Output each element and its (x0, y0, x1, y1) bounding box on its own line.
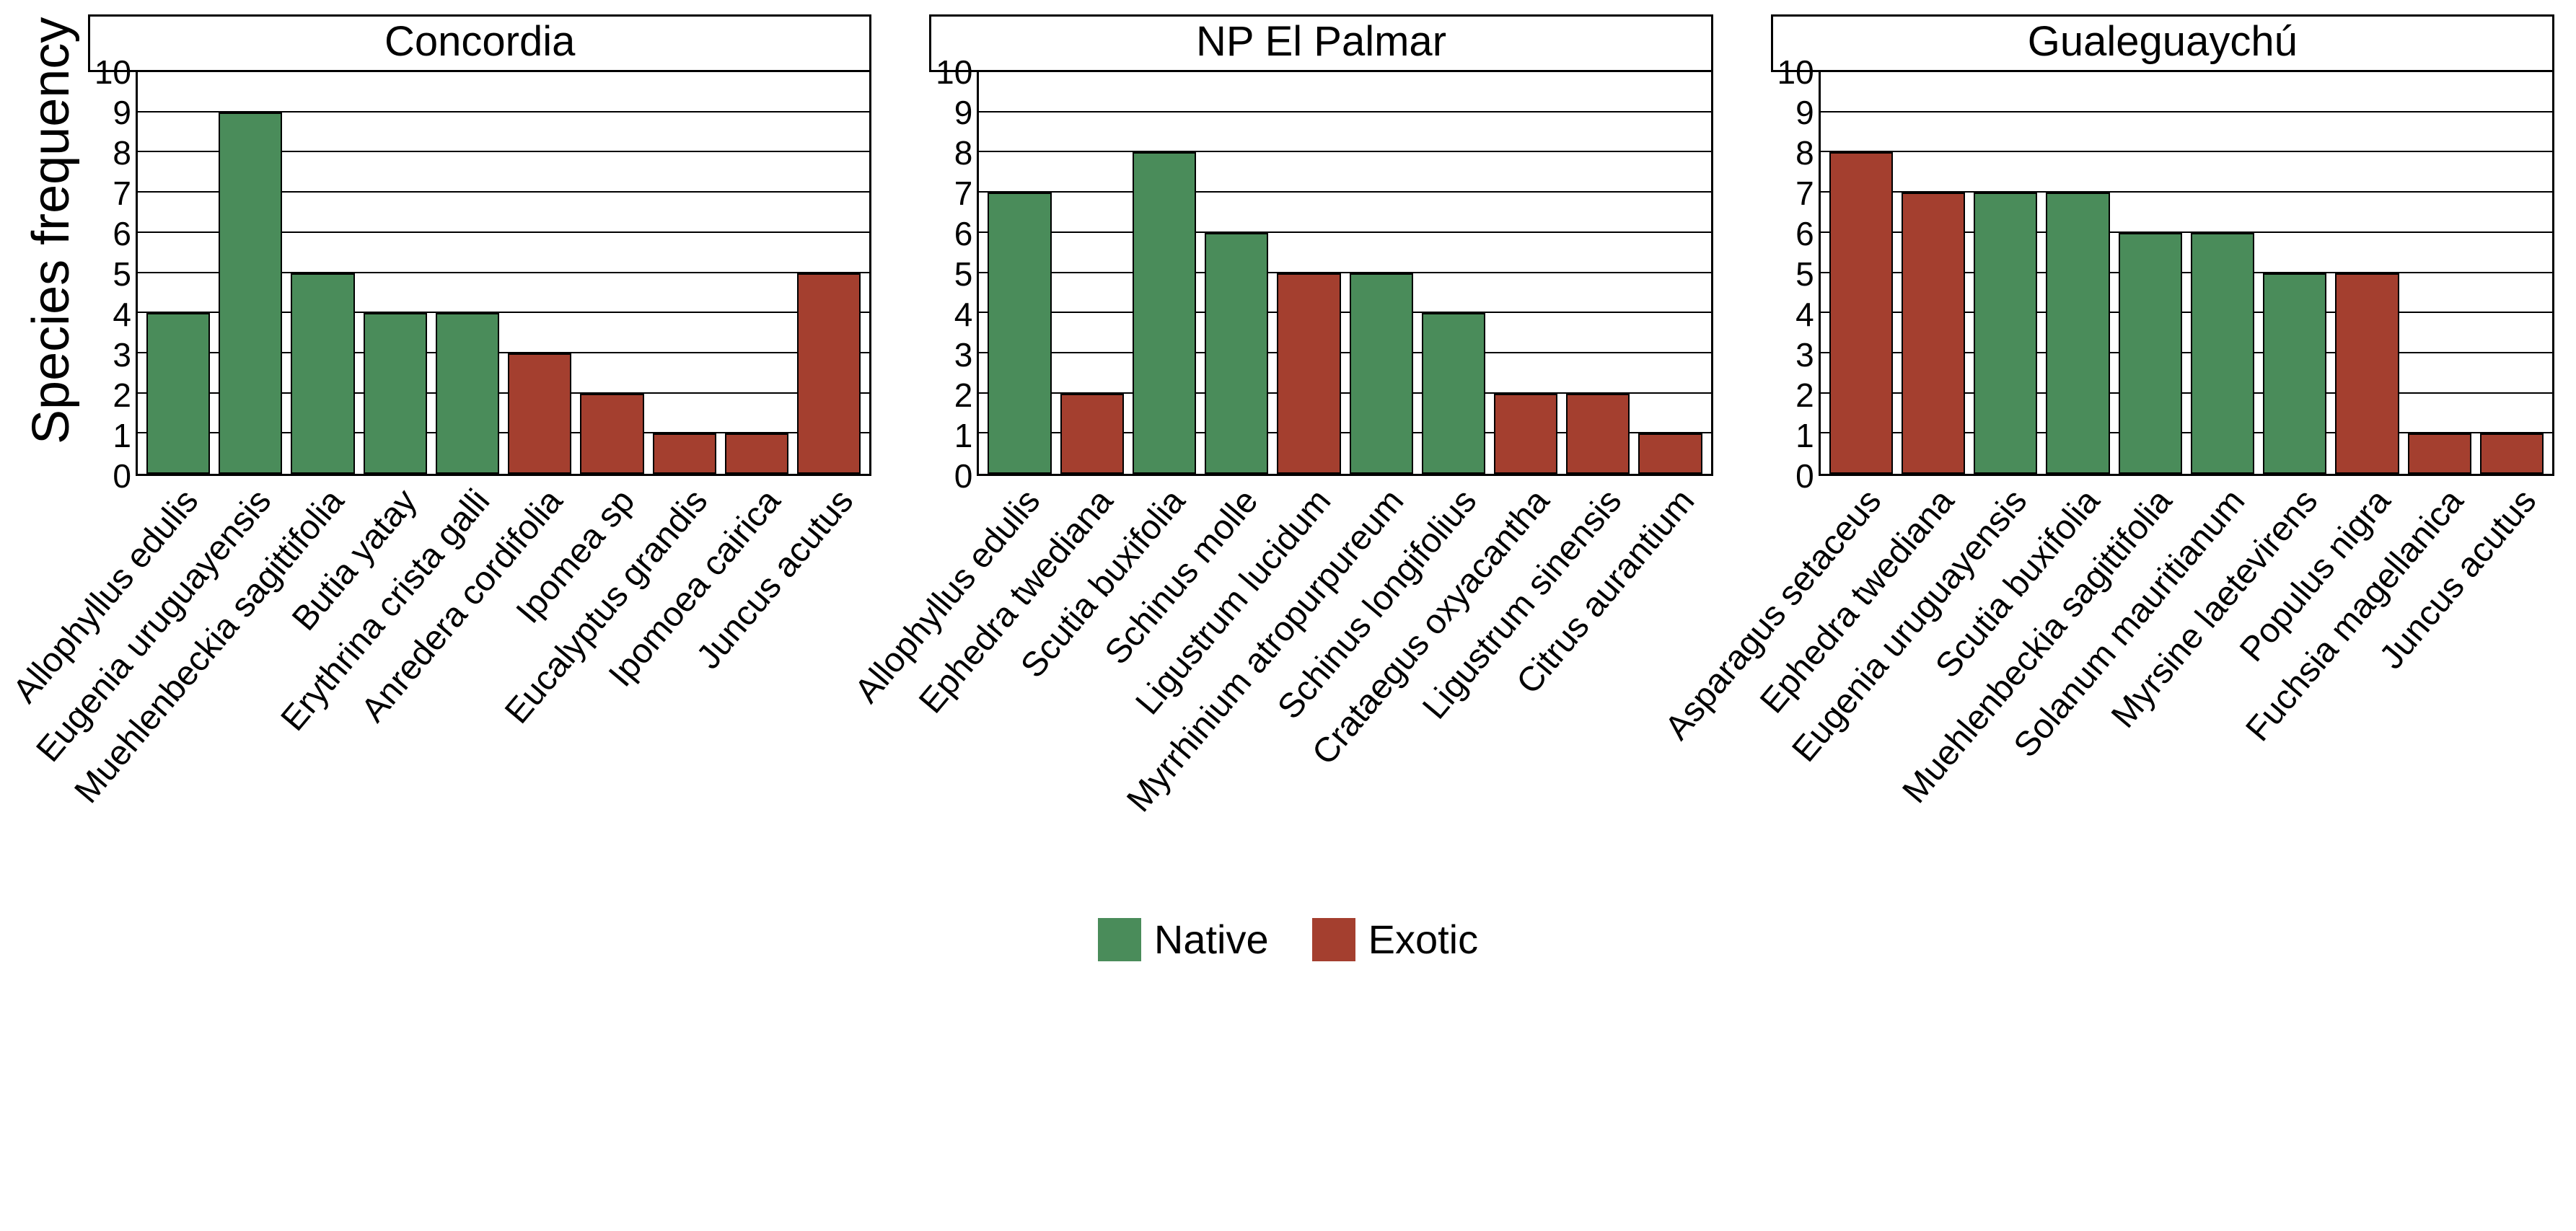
y-ticks: 012345678910 (88, 72, 131, 476)
facet-title: NP El Palmar (929, 14, 1713, 72)
legend-swatch (1312, 918, 1355, 961)
x-tick-wrap: Eugenia uruguayensis (217, 476, 281, 880)
bar (2046, 193, 2109, 474)
x-tick-wrap: Ligustrum sinensis (1568, 476, 1632, 880)
plot-outer: 012345678910 (929, 72, 1713, 476)
x-tick-wrap: Juncus acutus (2482, 476, 2546, 880)
bars-container (979, 72, 1710, 474)
y-axis-title: Species frequency (22, 14, 81, 505)
panel: Gualeguaychú012345678910Asparagus setace… (1771, 14, 2554, 880)
bar (725, 433, 788, 474)
facet-title: Concordia (88, 14, 871, 72)
bar (1205, 233, 1268, 474)
bar (219, 112, 282, 474)
x-ticks: Allophyllus edulisEphedra twedianaScutia… (977, 476, 1713, 880)
legend: Native Exotic (1098, 916, 1478, 963)
bar (291, 273, 354, 475)
bar (2335, 273, 2399, 475)
legend-label: Native (1154, 916, 1269, 963)
bar (988, 193, 1051, 474)
bar (1133, 152, 1196, 474)
bar (1060, 394, 1124, 474)
x-tick-wrap: Ephedra twediana (1058, 476, 1122, 880)
x-ticks: Allophyllus edulisEugenia uruguayensisMu… (136, 476, 871, 880)
legend-label: Exotic (1368, 916, 1479, 963)
bar (1277, 273, 1340, 475)
bar (580, 394, 643, 474)
bar (1829, 152, 1893, 474)
plot-area (1819, 72, 2554, 476)
bar (797, 273, 861, 475)
bar (436, 313, 499, 474)
bar (653, 433, 716, 474)
bar (1974, 193, 2037, 474)
legend-item: Exotic (1312, 916, 1479, 963)
x-tick-wrap: Eucalyptus grandis (654, 476, 718, 880)
panels-container: Concordia012345678910Allophyllus edulisE… (88, 14, 2554, 880)
bar (1350, 273, 1413, 475)
bar (2119, 233, 2182, 474)
plot-area (977, 72, 1713, 476)
panel: Concordia012345678910Allophyllus edulisE… (88, 14, 871, 880)
plot-outer: 012345678910 (88, 72, 871, 476)
legend-swatch (1098, 918, 1141, 961)
bar (364, 313, 427, 474)
bar (2191, 233, 2254, 474)
x-tick-wrap: Solanum mauritianum (2191, 476, 2255, 880)
bar (1638, 433, 1702, 474)
bar (2263, 273, 2326, 475)
bar (1566, 394, 1630, 474)
legend-item: Native (1098, 916, 1269, 963)
species-frequency-figure: Species frequency Concordia012345678910A… (0, 0, 2576, 970)
y-ticks: 012345678910 (929, 72, 972, 476)
bar (508, 353, 571, 474)
y-ticks: 012345678910 (1771, 72, 1814, 476)
x-tick-wrap: Erythrina crista galli (435, 476, 499, 880)
bar (1494, 394, 1557, 474)
bars-container (138, 72, 869, 474)
plot-outer: 012345678910 (1771, 72, 2554, 476)
bar (1902, 193, 1965, 474)
x-ticks: Asparagus setaceusEphedra twedianaEugeni… (1819, 476, 2554, 880)
x-tick-wrap: Populus nigra (2336, 476, 2400, 880)
x-tick-wrap: Ipomoea cairica (726, 476, 791, 880)
bar (1422, 313, 1485, 474)
plot-area (136, 72, 871, 476)
bars-container (1821, 72, 2552, 474)
bar (146, 313, 210, 474)
facet-title: Gualeguaychú (1771, 14, 2554, 72)
panel: NP El Palmar012345678910Allophyllus edul… (929, 14, 1713, 880)
x-tick-wrap: Fuchsia magellanica (2409, 476, 2473, 880)
bar (2408, 433, 2471, 474)
bar (2480, 433, 2544, 474)
chart-row: Species frequency Concordia012345678910A… (22, 14, 2554, 880)
